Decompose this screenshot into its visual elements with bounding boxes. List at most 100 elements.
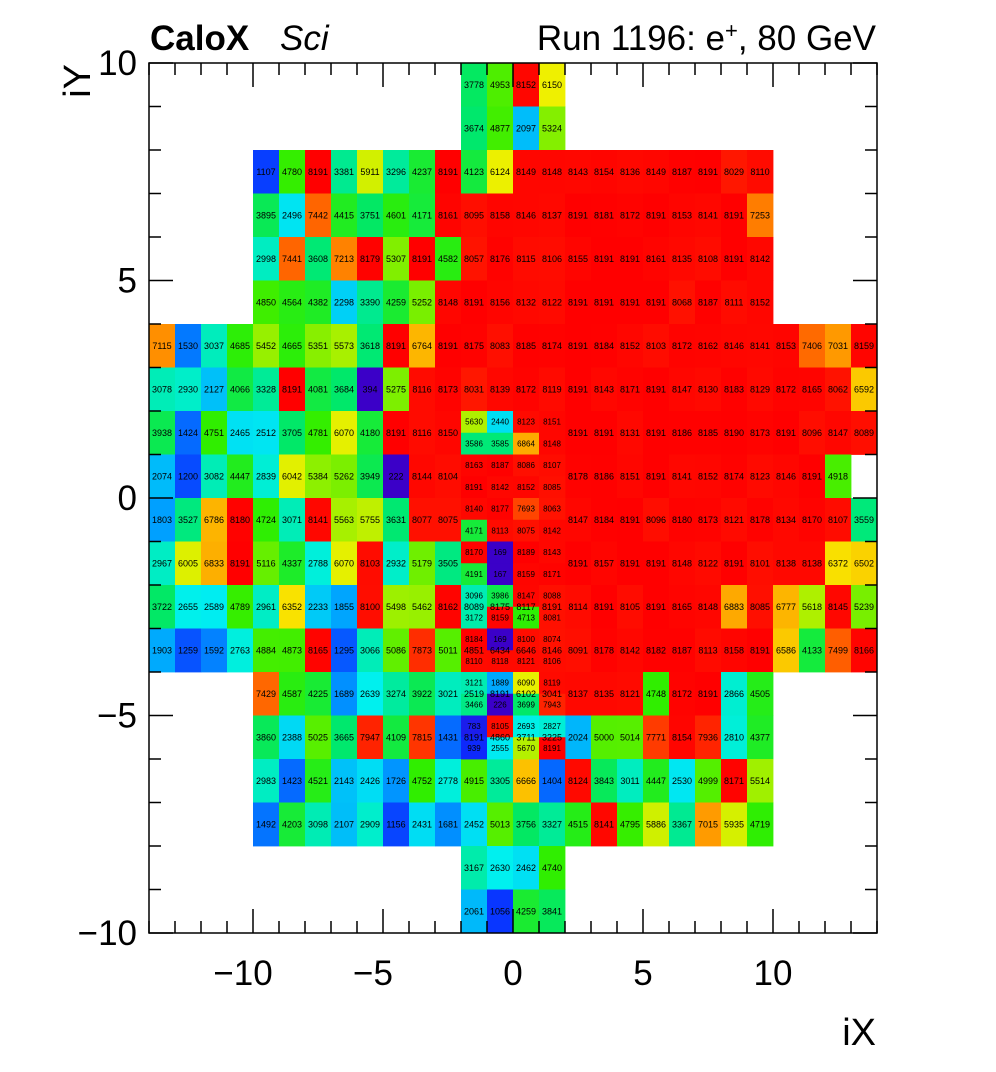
heatmap-cell <box>253 193 280 238</box>
axis-ticks: −10 −5 0 5 10 −10 −5 0 5 10 <box>78 44 878 993</box>
heatmap-cell-label: 3618 <box>360 341 380 351</box>
heatmap-cell-label: 8191 <box>464 732 484 742</box>
heatmap-cell <box>643 237 670 281</box>
heatmap-cell-label: 8191 <box>646 602 666 612</box>
heatmap-cell-label: 3078 <box>152 384 172 394</box>
heatmap-cell <box>487 324 514 368</box>
heatmap-cell <box>461 193 488 238</box>
heatmap-cell-label: 8191 <box>646 210 666 220</box>
heatmap-cell-label: 7015 <box>698 819 718 829</box>
heatmap-cell <box>591 150 618 194</box>
heatmap-cell <box>539 846 566 890</box>
heatmap-fine-cell-label: 3986 <box>491 592 509 601</box>
heatmap-cell <box>227 411 254 455</box>
heatmap-cell-label: 5262 <box>334 471 354 481</box>
heatmap-cell-label: 1200 <box>178 471 198 481</box>
heatmap-cell <box>149 628 176 673</box>
heatmap-cell-label: 8129 <box>750 384 770 394</box>
heatmap-fine-cell <box>487 411 514 434</box>
heatmap-cell-label: 3711 <box>516 732 535 742</box>
heatmap-cell <box>383 150 410 194</box>
x-tick-label: 0 <box>503 954 522 993</box>
heatmap-cell-label: 5013 <box>490 819 510 829</box>
heatmap-cell-label: 2932 <box>386 558 406 568</box>
heatmap-cell <box>721 802 748 847</box>
heatmap-cell <box>851 541 878 586</box>
heatmap-cell-label: 6764 <box>412 341 432 351</box>
heatmap-cell-label: 4724 <box>256 515 276 525</box>
run-label-main: Run 1196: e <box>537 19 725 58</box>
heatmap-cell <box>695 759 722 803</box>
heatmap-cell <box>487 759 514 803</box>
heatmap-cell-label: 3608 <box>308 254 328 264</box>
heatmap-cell-label: 7213 <box>334 254 354 264</box>
heatmap-cell-label: 8083 <box>490 341 510 351</box>
heatmap-cell-label: 8191 <box>438 341 458 351</box>
heatmap-fine-cell-label: 169 <box>493 635 507 644</box>
heatmap-fine-cell <box>513 476 540 499</box>
heatmap-cell <box>617 759 644 803</box>
heatmap-fine-cell <box>513 519 540 542</box>
heatmap-cell-labels: 3778 4953 8152 6150 3674 4877 2097 5324 1107 4780… <box>152 80 874 917</box>
heatmap-cell <box>461 63 488 107</box>
heatmap-fine-cell <box>539 715 566 738</box>
heatmap-cell-label: 8165 <box>672 602 692 612</box>
heatmap-cell <box>851 411 878 455</box>
heatmap-cell-label: 3225 <box>542 732 562 742</box>
heatmap-cell <box>773 454 800 499</box>
heatmap-cell-label: 3559 <box>854 515 874 525</box>
heatmap-cell-label: 8191 <box>230 558 250 568</box>
heatmap-cell-label: 4259 <box>386 297 406 307</box>
heatmap-fine-cell-label: 8148 <box>543 439 561 448</box>
heatmap-cell-label: 8173 <box>438 384 458 394</box>
heatmap-cell-label: 8116 <box>412 384 431 394</box>
heatmap-cell-label: 8141 <box>698 210 718 220</box>
heatmap-cell <box>591 759 618 803</box>
heatmap-cell <box>591 628 618 673</box>
heatmap-cell-label: 8162 <box>698 341 718 351</box>
heatmap-cell-label: 5618 <box>802 602 822 612</box>
heatmap-cell-label: 2983 <box>256 776 276 786</box>
heatmap-cell <box>513 846 540 890</box>
heatmap-cell <box>175 367 202 412</box>
heatmap-cell-label: 8139 <box>490 384 510 394</box>
heatmap-cell <box>825 541 852 586</box>
heatmap-cell <box>669 541 696 586</box>
heatmap-cell-label: 8114 <box>568 602 587 612</box>
heatmap-cell <box>513 237 540 281</box>
heatmap-cell <box>747 541 774 586</box>
heatmap-cell <box>617 498 644 542</box>
heatmap-cell <box>383 585 410 629</box>
heatmap-cell-label: 2961 <box>256 602 276 612</box>
heatmap-cell <box>721 280 748 325</box>
heatmap-cell <box>643 628 670 673</box>
heatmap-cell-label: 4884 <box>256 645 276 655</box>
heatmap-cell-label: 4752 <box>412 776 432 786</box>
heatmap-cell <box>435 193 462 238</box>
heatmap-cell-label: 8180 <box>230 515 250 525</box>
heatmap-cell <box>175 454 202 499</box>
heatmap-cell <box>721 715 748 760</box>
heatmap-cell-label: 4415 <box>334 210 354 220</box>
heatmap-cell <box>357 585 384 629</box>
heatmap-fine-cell-label: 8118 <box>491 657 509 666</box>
heatmap-cell-label: 7815 <box>412 732 432 742</box>
heatmap-fine-cell-label: 226 <box>493 700 507 709</box>
heatmap-cell <box>617 541 644 586</box>
heatmap-cell-label: 8191 <box>646 384 666 394</box>
heatmap-cell <box>149 498 176 542</box>
heatmap-cell <box>643 541 670 586</box>
heatmap-cell-label: 8187 <box>698 297 718 307</box>
heatmap-cell <box>747 672 774 716</box>
heatmap-cell <box>773 324 800 368</box>
heatmap-cell <box>279 541 306 586</box>
heatmap-cell <box>669 802 696 847</box>
heatmap-cell-label: 4795 <box>620 819 640 829</box>
heatmap-cell <box>383 280 410 325</box>
heatmap-fine-cell-label: 8086 <box>517 461 535 470</box>
run-label-sup: + <box>725 18 738 43</box>
heatmap-fine-cell-label: 783 <box>467 722 481 731</box>
heatmap-cell-label: 3895 <box>256 210 276 220</box>
heatmap-cell-label: 8173 <box>750 428 770 438</box>
heatmap-cell-label: 8095 <box>464 210 484 220</box>
